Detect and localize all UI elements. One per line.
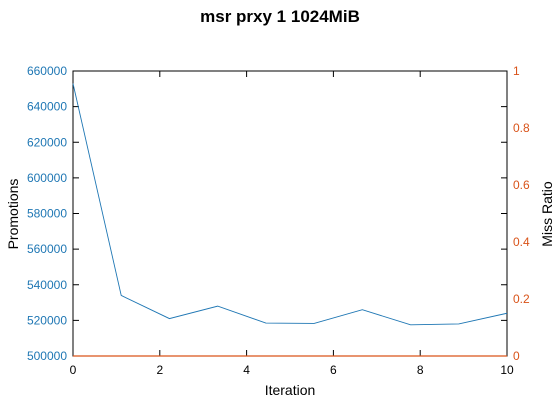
- y-tick-label: 660000: [27, 64, 67, 78]
- y-tick-label: 600000: [27, 171, 67, 185]
- x-tick-label: 10: [500, 363, 514, 377]
- y-tick-label: 520000: [27, 313, 67, 327]
- x-tick-label: 8: [417, 363, 424, 377]
- chart-title: msr prxy 1 1024MiB: [200, 7, 360, 26]
- x-tick-label: 2: [156, 363, 163, 377]
- y2-tick-label: 1: [513, 64, 520, 78]
- x-tick-label: 4: [243, 363, 250, 377]
- y2-tick-label: 0.6: [513, 178, 530, 192]
- y-tick-label: 620000: [27, 135, 67, 149]
- y2-axis-label: Miss Ratio: [539, 181, 555, 247]
- x-axis-label: Iteration: [265, 382, 316, 398]
- x-tick-label: 0: [70, 363, 77, 377]
- bottom-axis: 0 2 4 6 8 10: [70, 71, 514, 377]
- right-axis: 0 0.2 0.4 0.6 0.8 1: [513, 64, 530, 363]
- plot-border: [72, 70, 508, 357]
- y-axis-label: Promotions: [5, 179, 21, 250]
- y2-tick-label: 0: [513, 349, 520, 363]
- x-tick-label: 6: [330, 363, 337, 377]
- y-tick-label: 560000: [27, 242, 67, 256]
- y-tick-label: 640000: [27, 100, 67, 114]
- y-tick-label: 540000: [27, 278, 67, 292]
- plot-frame: [72, 70, 508, 357]
- y2-tick-label: 0.8: [513, 121, 530, 135]
- left-axis: 500000 520000 540000 560000 580000 600000 6200…: [27, 64, 507, 363]
- y-tick-label: 500000: [27, 349, 67, 363]
- series-layer: [72, 83, 508, 357]
- y2-tick-label: 0.4: [513, 235, 530, 249]
- promotions-series-line: [72, 83, 508, 326]
- y2-tick-label: 0.2: [513, 292, 530, 306]
- y-tick-label: 580000: [27, 207, 67, 221]
